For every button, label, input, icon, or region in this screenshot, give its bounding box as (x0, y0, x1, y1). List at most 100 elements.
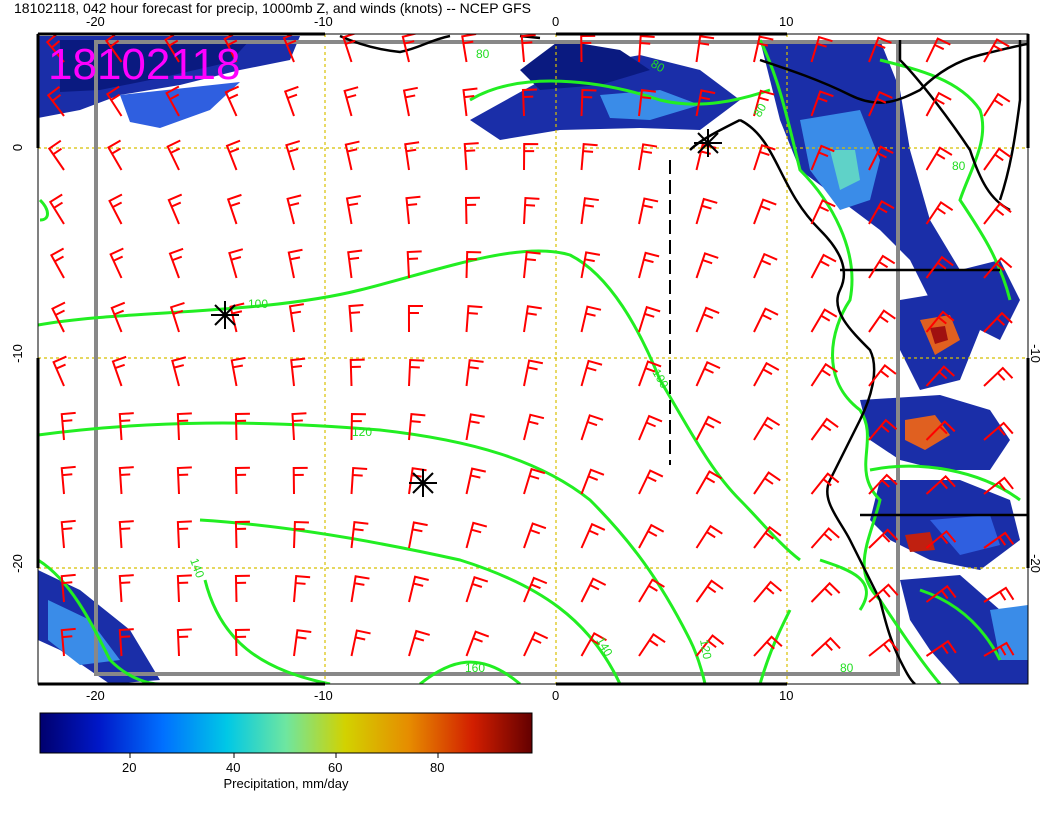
wind-barb (983, 421, 1014, 441)
wind-barb (638, 523, 665, 549)
wind-barb (234, 574, 250, 603)
wind-barb (810, 35, 833, 63)
wind-barb (45, 34, 65, 63)
contour-label: 80 (952, 159, 966, 173)
contour-label: 140 (187, 556, 207, 580)
wind-barb (111, 355, 127, 387)
wind-barb (810, 472, 840, 495)
wind-barb (753, 144, 776, 171)
wind-barb (60, 627, 76, 657)
wind-barb (521, 88, 537, 117)
wind-barb (868, 583, 899, 603)
wind-barb (638, 305, 661, 333)
wind-barb (810, 199, 836, 225)
contour-label: 80 (750, 101, 769, 120)
wind-barb (983, 92, 1011, 117)
wind-barb (464, 196, 480, 225)
wind-barb (408, 575, 429, 603)
wind-barb (350, 466, 368, 495)
wind-barb (983, 256, 1013, 279)
contour-label: 160 (465, 661, 485, 675)
wind-barb (118, 520, 134, 549)
wind-barb (171, 356, 187, 387)
wind-barb (523, 522, 547, 549)
wind-barb (868, 145, 894, 171)
wind-barb (60, 411, 76, 441)
wind-barb (176, 628, 192, 657)
wind-barb (226, 193, 242, 225)
wind-barb (753, 416, 781, 441)
wind-barb (638, 89, 656, 117)
wind-barb (462, 87, 478, 117)
wind-barb (925, 529, 957, 549)
wind-barb (580, 305, 602, 333)
contour-label: 120 (352, 425, 372, 439)
wind-barb (165, 85, 180, 117)
wind-barb (523, 251, 541, 279)
contour-label: 100 (248, 297, 268, 311)
z-contours (38, 39, 1021, 684)
contour-label: 120 (697, 638, 714, 660)
wind-barb (408, 413, 426, 441)
wind-barb (925, 639, 957, 657)
wind-barb (60, 519, 76, 549)
wind-barbs (45, 34, 1015, 657)
wind-barb (753, 198, 777, 225)
bottom-tick-label: -10 (314, 688, 333, 703)
wind-barb (925, 146, 953, 171)
wind-barb (753, 307, 779, 333)
wind-barb (234, 412, 250, 441)
wind-barb (983, 202, 1012, 225)
top-tick-label: 0 (552, 14, 560, 29)
wind-barb (408, 629, 430, 657)
wind-barb (168, 247, 184, 279)
top-tick-label: 10 (779, 14, 794, 29)
wind-barb (580, 88, 597, 117)
wind-barb (350, 521, 369, 549)
wind-barb (118, 628, 134, 657)
wind-barb (49, 247, 65, 279)
wind-barb (753, 471, 781, 495)
wind-barb (234, 628, 250, 657)
wind-barb (523, 631, 549, 657)
wind-barb (349, 358, 365, 387)
wind-barb (344, 140, 360, 171)
wind-barb (523, 576, 548, 603)
wind-barb (925, 584, 957, 603)
wind-barb (110, 301, 126, 333)
wind-barb (753, 580, 783, 603)
wind-barb (465, 521, 488, 549)
wind-barb (810, 581, 841, 603)
wind-barb (983, 476, 1014, 495)
contour-label: 80 (649, 56, 668, 75)
colorbar (39, 712, 533, 754)
wind-barb (290, 357, 306, 387)
wind-barb (234, 520, 250, 549)
wind-barb (638, 251, 660, 279)
wind-barb (925, 420, 956, 441)
wind-barb (695, 524, 723, 549)
wind-barb (523, 142, 539, 171)
bottom-tick-label: -20 (86, 688, 105, 703)
wind-barb (638, 414, 663, 441)
wind-barb (465, 250, 482, 279)
wind-barb (580, 577, 607, 603)
wind-barb (234, 466, 250, 495)
left-tick-label: -10 (9, 344, 25, 363)
wind-barb (925, 37, 951, 63)
wind-barb (408, 521, 428, 549)
wind-barb (407, 304, 423, 333)
wind-barb (695, 35, 715, 63)
wind-barb (348, 303, 364, 333)
left-tick-label: -20 (9, 554, 25, 573)
contour-label: 80 (476, 47, 490, 61)
wind-barb (523, 359, 544, 387)
wind-barb (224, 85, 240, 117)
wind-barb (118, 574, 134, 603)
wind-barb (638, 360, 662, 387)
wind-barb (983, 38, 1010, 63)
wind-barb (580, 414, 604, 441)
wind-barb (404, 141, 420, 171)
wind-barb (695, 306, 720, 333)
